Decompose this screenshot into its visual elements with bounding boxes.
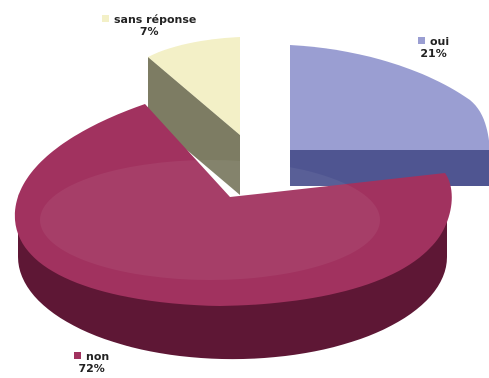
data-label-non: non 72% <box>74 351 109 375</box>
slice-non-side <box>18 193 447 360</box>
legend-key-non <box>74 352 81 359</box>
legend-key-oui <box>418 37 425 44</box>
slice-pct-sans-reponse: 7% <box>139 25 159 38</box>
slice-pct-non: 72% <box>78 362 105 375</box>
slice-pct-oui: 21% <box>420 47 447 60</box>
slice-sans-top <box>148 37 240 135</box>
slice-sans-side <box>148 57 240 195</box>
data-label-oui: oui 21% <box>418 36 449 60</box>
slice-oui-top <box>290 45 489 150</box>
slice-name-non: non <box>86 350 110 363</box>
slice-non-top <box>14 104 452 306</box>
data-label-sans-reponse: sans réponse 7% <box>102 14 196 38</box>
slice-name-oui: oui <box>430 35 450 48</box>
legend-key-sans-reponse <box>102 15 109 22</box>
slice-name-sans-reponse: sans réponse <box>114 13 197 26</box>
